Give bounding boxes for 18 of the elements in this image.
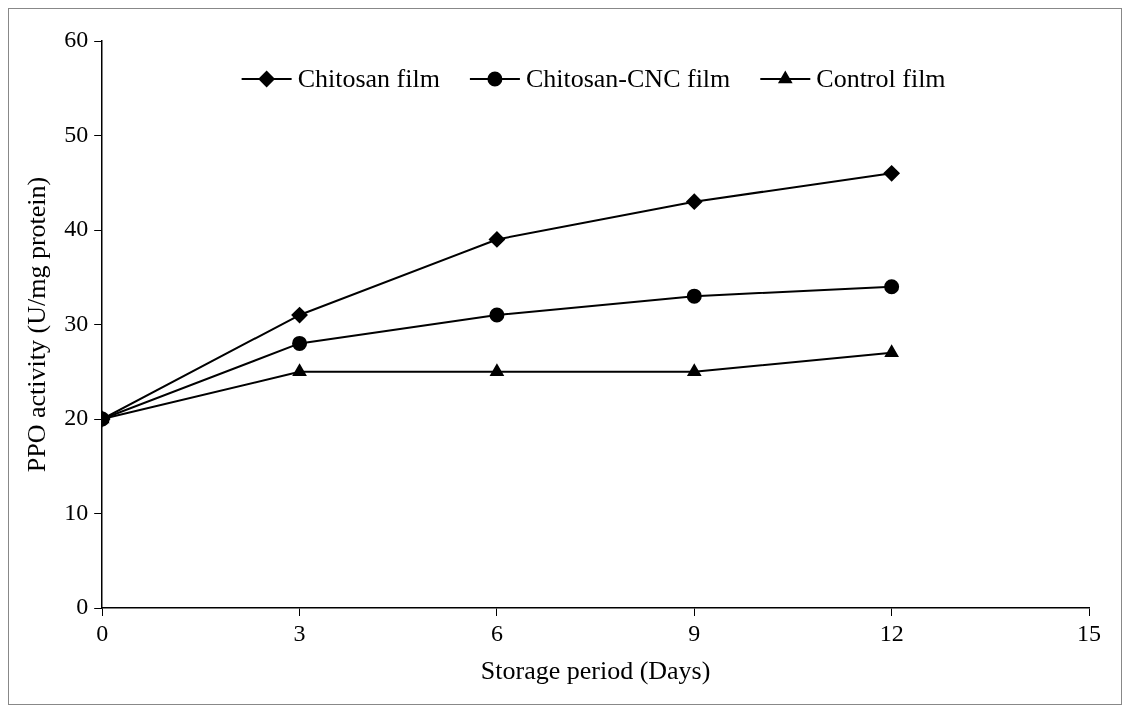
legend-label: Chitosan film [297, 63, 440, 93]
y-tick-label: 60 [64, 26, 89, 53]
y-tick-label: 20 [64, 404, 89, 431]
y-tick-label: 40 [64, 215, 89, 242]
x-tick-label: 9 [688, 619, 701, 646]
x-axis-title: Storage period (Days) [480, 656, 711, 686]
y-axis-title: PPO activity (U/mg protein) [22, 176, 52, 473]
x-tick-label: 6 [490, 619, 503, 646]
legend-label: Chitosan-CNC film [525, 63, 731, 93]
y-tick-label: 30 [64, 309, 89, 336]
x-tick-label: 0 [96, 619, 109, 646]
y-tick-label: 10 [64, 498, 89, 525]
x-tick-label: 12 [879, 619, 904, 646]
y-tick-label: 0 [76, 593, 89, 620]
legend-label: Control film [816, 63, 946, 93]
x-tick-label: 15 [1077, 619, 1101, 646]
x-tick-label: 3 [293, 619, 306, 646]
y-tick-label: 50 [64, 120, 89, 147]
